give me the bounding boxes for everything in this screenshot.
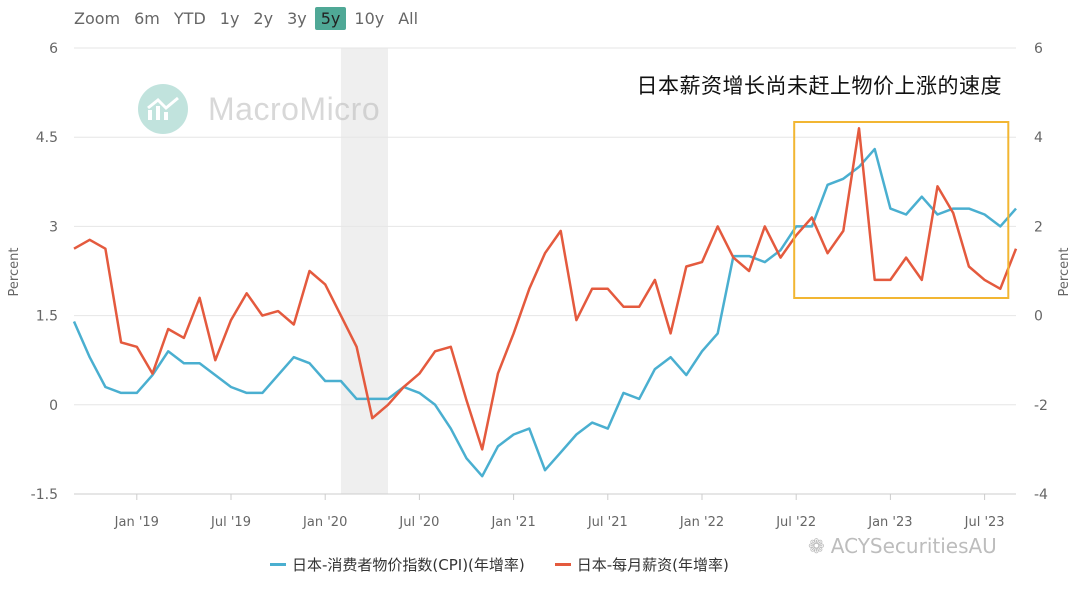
- legend-label-wage: 日本-每月薪资(年增率): [576, 556, 729, 574]
- x-axis-tick-label: Jan '20: [302, 515, 347, 530]
- x-axis-tick-label: Jan '19: [114, 515, 159, 530]
- x-axis-tick-label: Jan '22: [679, 515, 724, 530]
- legend: 日本-消费者物价指数(CPI)(年增率) 日本-每月薪资(年增率): [270, 554, 759, 575]
- cpi-series-line: [72, 147, 1017, 478]
- zoom-ytd-button[interactable]: YTD: [173, 8, 206, 28]
- legend-item-wage[interactable]: 日本-每月薪资(年增率): [554, 554, 729, 575]
- zoom-10y-button[interactable]: 10y: [354, 8, 385, 28]
- legend-item-cpi[interactable]: 日本-消费者物价指数(CPI)(年增率): [270, 554, 525, 575]
- source-credit: ❁ ACYSecuritiesAU: [808, 534, 997, 558]
- zoom-label: Zoom: [74, 8, 121, 28]
- x-axis-tick-label: Jul '23: [964, 515, 1005, 530]
- watermark: MacroMicro: [138, 84, 380, 134]
- x-axis-tick-label: Jan '23: [867, 515, 912, 530]
- x-axis-tick-label: Jan '21: [490, 515, 535, 530]
- wechat-icon: ❁: [808, 534, 825, 558]
- x-axis-tick-label: Jul '22: [775, 515, 816, 530]
- left-axis-label: Percent: [7, 248, 22, 297]
- wage-series-line: [73, 127, 1018, 451]
- cpi-swatch-icon: [270, 563, 286, 566]
- zoom-3y-button[interactable]: 3y: [287, 8, 307, 28]
- x-axis-tick-label: Jul '20: [398, 515, 439, 530]
- right-axis-label: Percent: [1057, 248, 1072, 297]
- zoom-all-button[interactable]: All: [398, 8, 419, 28]
- zoom-2y-button[interactable]: 2y: [253, 8, 274, 28]
- watermark-text: MacroMicro: [208, 90, 381, 127]
- macromicro-logo-icon: [138, 84, 188, 134]
- left-axis-tick-label: -1.5: [31, 487, 58, 503]
- x-axis-tick-label: Jul '19: [210, 515, 251, 530]
- left-axis-tick-label: 0: [49, 398, 58, 414]
- zoom-toolbar: Zoom 6m YTD 1y 2y 3y 5y 10y All: [74, 6, 426, 30]
- wage-swatch-icon: [554, 563, 571, 566]
- right-axis-tick-label: 6: [1034, 41, 1043, 57]
- left-axis-tick-label: 6: [49, 41, 58, 57]
- highlight-box: [793, 121, 1010, 299]
- credit-text: ACYSecuritiesAU: [830, 534, 997, 558]
- left-axis-tick-label: 4.5: [36, 130, 58, 146]
- left-axis-tick-label: 3: [49, 219, 58, 235]
- chart-annotation: 日本薪资增长尚未赶上物价上涨的速度: [636, 74, 1002, 98]
- zoom-1y-button[interactable]: 1y: [219, 8, 240, 28]
- right-axis-tick-label: 0: [1034, 309, 1043, 325]
- zoom-6m-button[interactable]: 6m: [134, 8, 160, 28]
- right-axis-tick-label: -4: [1034, 487, 1048, 503]
- shaded-period-band: [340, 48, 388, 494]
- x-axis-tick-label: Jul '21: [587, 515, 628, 530]
- legend-label-cpi: 日本-消费者物价指数(CPI)(年增率): [292, 556, 525, 574]
- left-axis-tick-label: 1.5: [36, 309, 58, 325]
- right-axis-tick-label: 2: [1034, 219, 1043, 235]
- zoom-5y-button[interactable]: 5y: [314, 6, 347, 30]
- right-axis-tick-label: -2: [1034, 398, 1048, 414]
- right-axis-tick-label: 4: [1034, 130, 1043, 146]
